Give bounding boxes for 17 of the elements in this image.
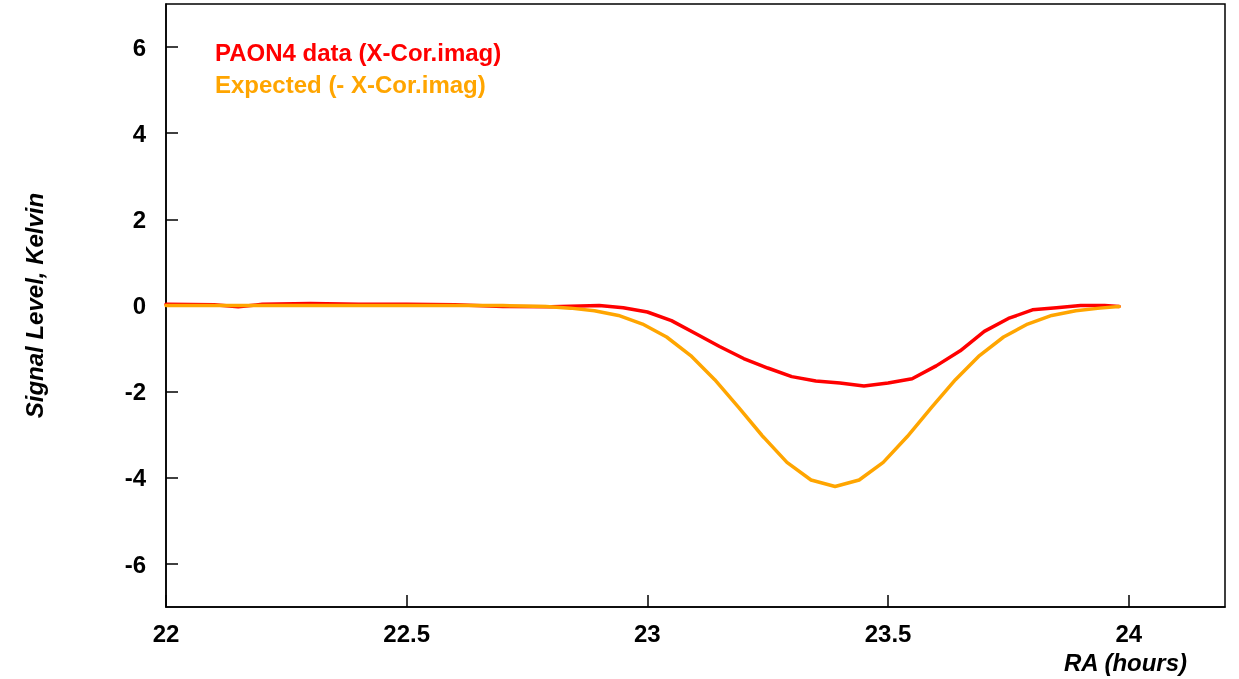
x-tick-label: 22.5 (383, 619, 431, 647)
y-axis-title: Signal Level, Kelvin (20, 192, 48, 419)
line-series (164, 303, 1121, 489)
y-tick-label: 0 (132, 292, 146, 320)
y-tick-label: 4 (132, 119, 147, 147)
text: PAON4 data (X-Cor.imag) (215, 38, 502, 66)
x-tick-label: 24 (1115, 619, 1143, 647)
y-tick-label: -6 (124, 550, 146, 578)
x-tick-label: 22 (152, 619, 180, 647)
y-tick-label: -2 (124, 378, 146, 406)
x-tick-label: 23 (634, 619, 661, 647)
y-tick-label: 2 (132, 205, 146, 233)
x-tick-label: 23.5 (864, 619, 912, 647)
y-tick-label: 6 (132, 33, 146, 61)
y-tick-label: -4 (124, 464, 147, 492)
x-axis-title: RA (hours) (1063, 648, 1188, 676)
text: Expected (- X-Cor.imag) (215, 70, 486, 98)
